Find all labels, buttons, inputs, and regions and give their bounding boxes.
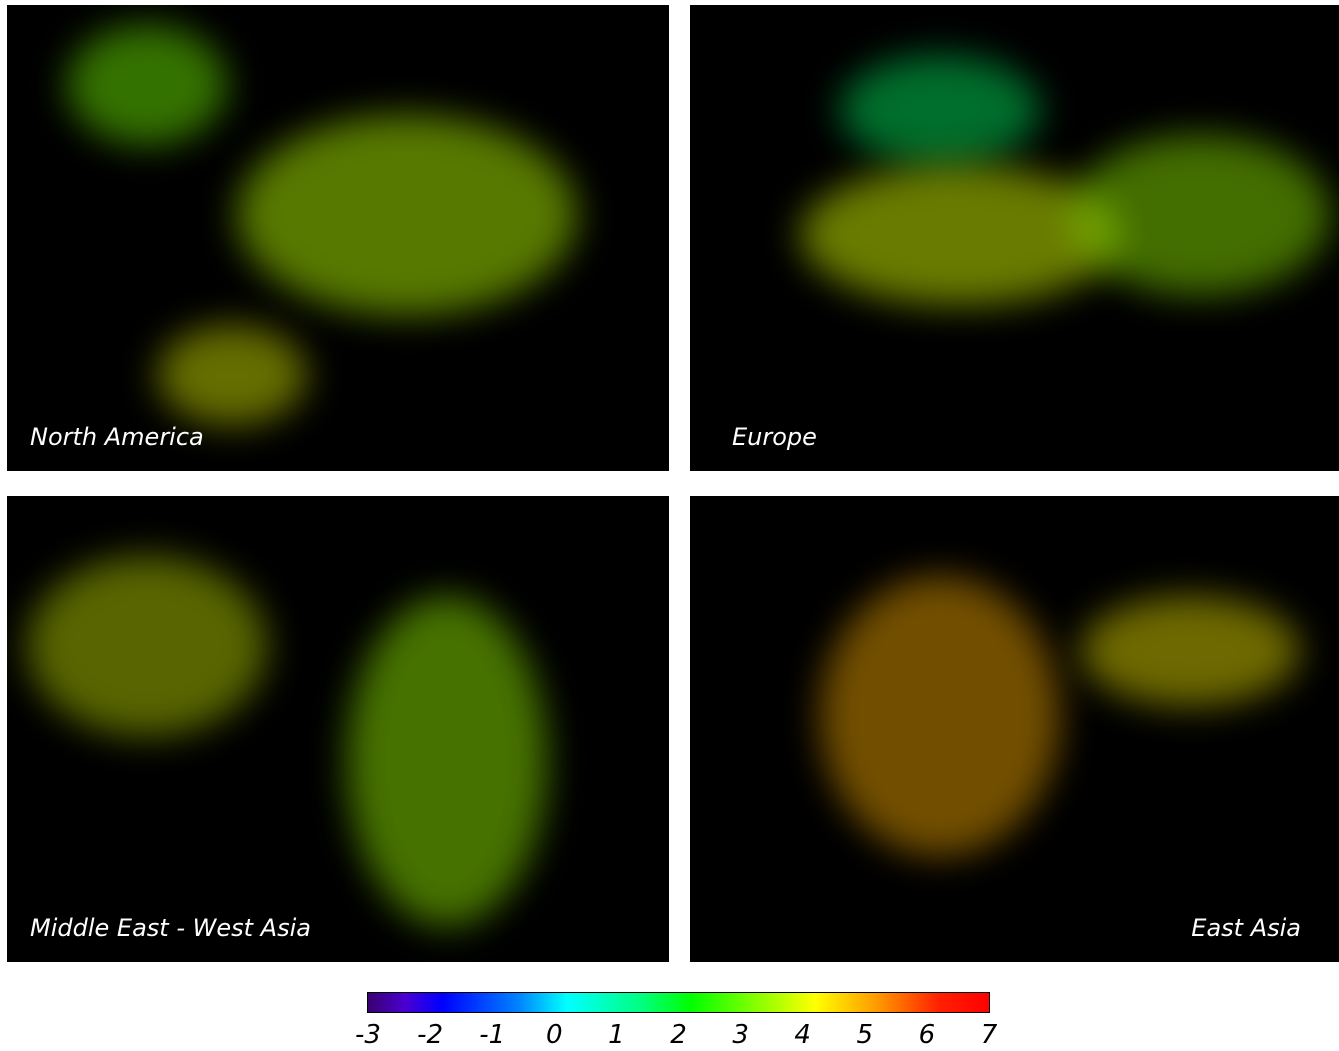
colorbar-tick-label: 4: [794, 1020, 811, 1050]
map-panel: Europe: [690, 5, 1339, 471]
page: North America Europe Middle East - West …: [0, 0, 1339, 1051]
map-panel: Middle East - West Asia: [7, 496, 669, 962]
glow: [347, 596, 547, 926]
colorbar-tick-label: 1: [608, 1020, 625, 1050]
colorbar-tick-label: 6: [919, 1020, 936, 1050]
colorbar-tick-label: 7: [981, 1020, 998, 1050]
colorbar-tick-label: -2: [417, 1020, 443, 1050]
map-panel: East Asia: [690, 496, 1339, 962]
map-panel: North America: [7, 5, 669, 471]
glow: [27, 556, 267, 736]
glow: [157, 325, 307, 425]
panel-label: Europe: [732, 423, 817, 451]
colorbar-tick-label: 3: [732, 1020, 749, 1050]
colorbar: [367, 992, 990, 1013]
panel-label: North America: [30, 423, 204, 451]
glow: [820, 576, 1060, 856]
colorbar-tick-label: 5: [857, 1020, 874, 1050]
panel-label: East Asia: [1191, 914, 1301, 942]
colorbar-tick-label: 2: [670, 1020, 687, 1050]
panel-label: Middle East - West Asia: [30, 914, 311, 942]
glow: [800, 165, 1120, 305]
glow: [237, 115, 577, 315]
colorbar-tick-label: -3: [355, 1020, 381, 1050]
glow: [67, 25, 227, 145]
glow: [1070, 135, 1330, 295]
colorbar-tick-label: 0: [546, 1020, 563, 1050]
glow: [1080, 596, 1300, 706]
colorbar-tick-label: -1: [479, 1020, 505, 1050]
glow: [840, 55, 1040, 165]
